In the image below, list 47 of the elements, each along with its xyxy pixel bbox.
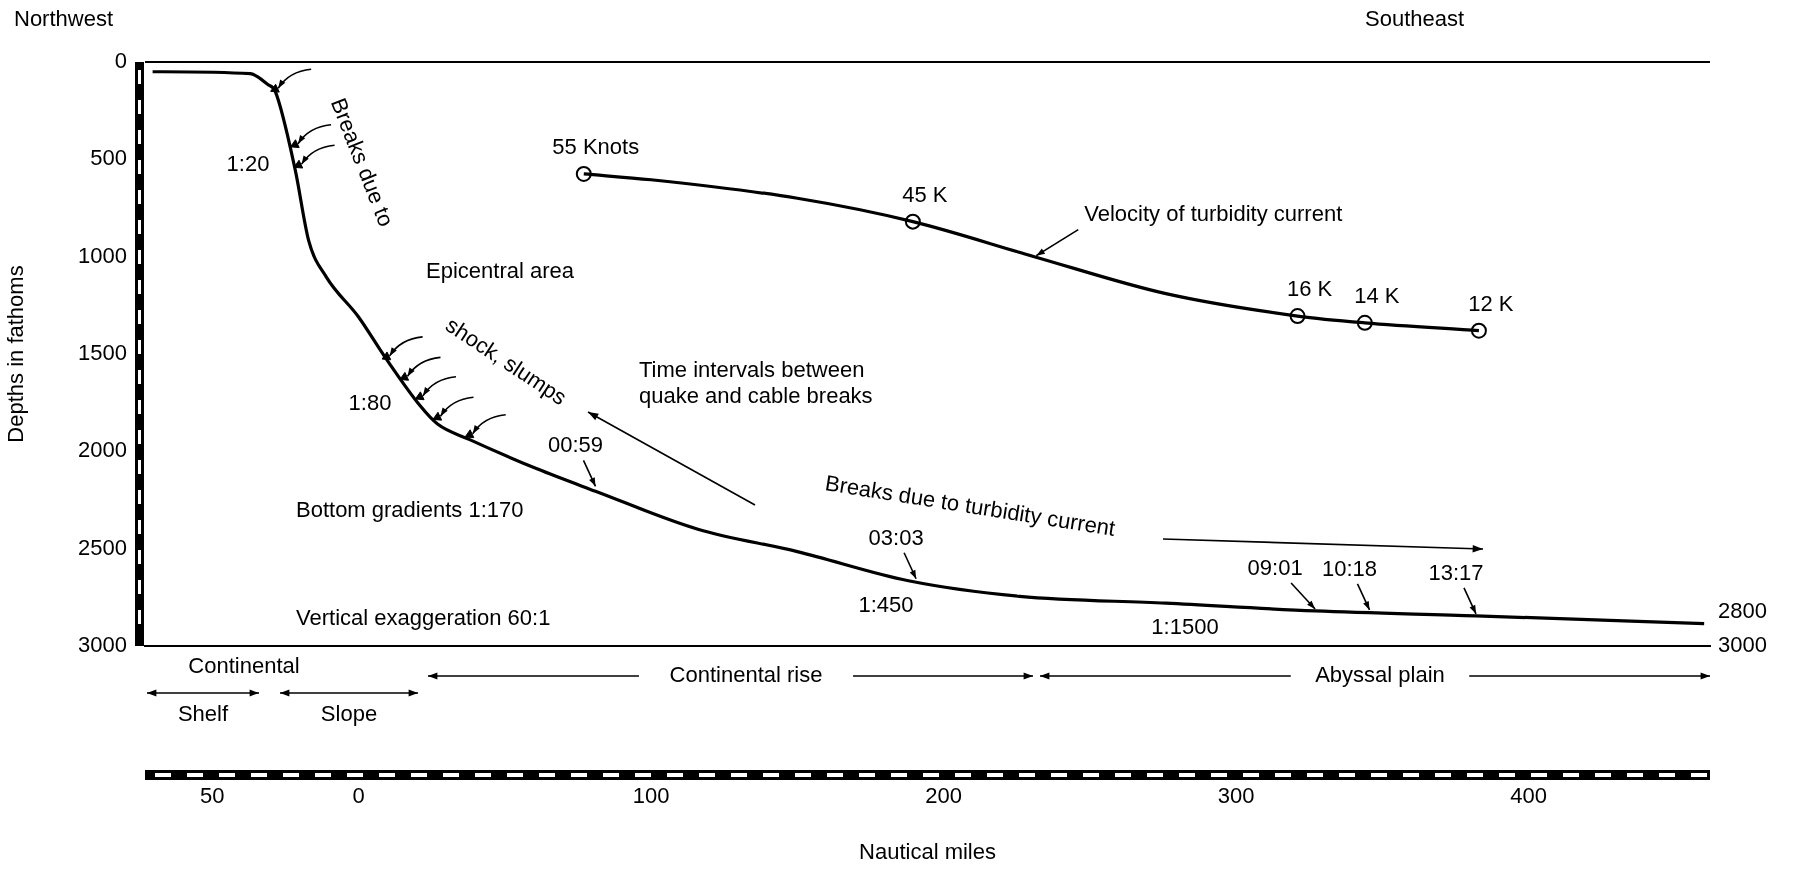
text: 3000 <box>1718 632 1767 658</box>
annotation: Breaks due to <box>325 94 399 230</box>
annotation: 1:80 <box>348 390 392 416</box>
y-tick-label: 2000 <box>78 437 127 463</box>
annotation: 45 K <box>902 181 948 207</box>
point <box>432 411 443 421</box>
x-tick-label: 400 <box>1510 783 1547 809</box>
x-tick-label: 200 <box>925 783 962 809</box>
annotation: 09:01 <box>1247 555 1303 581</box>
point <box>464 429 475 439</box>
annotation: 1:450 <box>858 592 914 618</box>
annotation: Velocity of turbidity current <box>1084 200 1343 226</box>
text: Abyssal plain <box>1315 662 1445 688</box>
x-tick-label: 100 <box>632 783 670 809</box>
text: Shelf <box>177 701 229 727</box>
annotation: Bottom gradients 1:170 <box>296 497 524 523</box>
y-tick-label: 1000 <box>78 242 127 268</box>
annotation: 1:1500 <box>1151 614 1219 640</box>
annotation: 13:17 <box>1428 559 1484 585</box>
y-tick-label: 1500 <box>78 340 127 366</box>
text: Continental <box>188 653 300 679</box>
annotation: 16 K <box>1286 276 1333 302</box>
annotation: 00:59 <box>547 432 604 458</box>
annotation: 1:20 <box>226 151 270 177</box>
text: Southeast <box>1365 6 1465 32</box>
annotation: 55 Knots <box>552 134 640 159</box>
text: Slope <box>320 701 378 727</box>
annotation: 10:18 <box>1321 556 1378 581</box>
annotation: Vertical exaggeration 60:1 <box>296 605 551 631</box>
annotation: Epicentral area <box>426 258 575 284</box>
y-tick-label: 2500 <box>78 534 127 560</box>
y-tick-label: 500 <box>90 145 127 171</box>
x-axis-title: Nautical miles <box>859 838 996 864</box>
text: Northwest <box>14 6 114 32</box>
text: Continental rise <box>669 662 823 688</box>
y-tick-label: 0 <box>114 48 127 74</box>
y-tick-label: 3000 <box>78 632 127 658</box>
y-axis-title: Depths in fathoms <box>3 265 29 443</box>
x-tick-label: 50 <box>200 783 225 809</box>
x-tick-label: 300 <box>1217 783 1255 809</box>
annotation: Time intervals between quake and cable breaks <box>639 357 873 409</box>
annotation: 14 K <box>1354 282 1400 308</box>
annotation: 03:03 <box>868 524 924 550</box>
annotation: 12 K <box>1468 290 1514 316</box>
point <box>290 139 300 149</box>
text: 2800 <box>1718 598 1767 624</box>
x-tick-label: 0 <box>352 783 365 809</box>
